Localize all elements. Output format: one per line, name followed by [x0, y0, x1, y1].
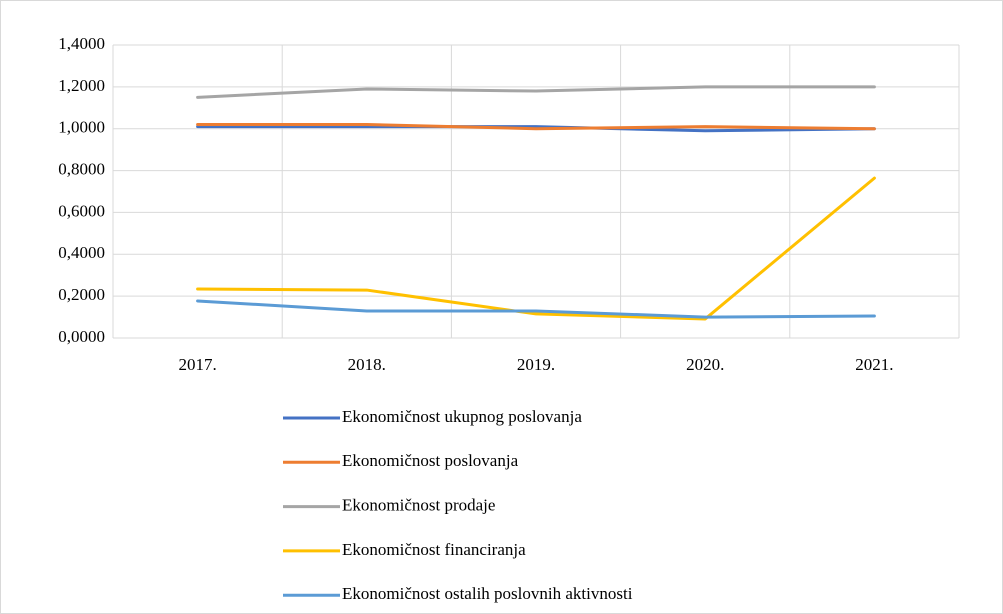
x-tick-label: 2017.: [178, 355, 216, 374]
legend-label: Ekonomičnost financiranja: [342, 540, 526, 559]
legend-label: Ekonomičnost poslovanja: [342, 451, 519, 470]
y-tick-label: 1,2000: [58, 76, 105, 95]
x-tick-label: 2020.: [686, 355, 724, 374]
series-line: [196, 125, 876, 133]
y-tick-label: 1,0000: [58, 118, 105, 137]
y-tick-label: 0,0000: [58, 327, 105, 346]
legend-label: Ekonomičnost prodaje: [342, 496, 495, 515]
series-line: [196, 299, 876, 319]
series-line: [196, 176, 876, 321]
y-tick-label: 0,6000: [58, 201, 105, 220]
x-tick-label: 2019.: [517, 355, 555, 374]
y-tick-label: 0,8000: [58, 159, 105, 178]
y-tick-label: 0,4000: [58, 243, 105, 262]
x-tick-label: 2018.: [348, 355, 386, 374]
y-tick-label: 0,2000: [58, 285, 105, 304]
x-tick-label: 2021.: [855, 355, 893, 374]
series-line: [196, 123, 876, 131]
y-tick-label: 1,4000: [58, 34, 105, 53]
legend-label: Ekonomičnost ostalih poslovnih aktivnost…: [342, 584, 633, 603]
legend-label: Ekonomičnost ukupnog poslovanja: [342, 407, 582, 426]
series-line: [196, 85, 876, 99]
